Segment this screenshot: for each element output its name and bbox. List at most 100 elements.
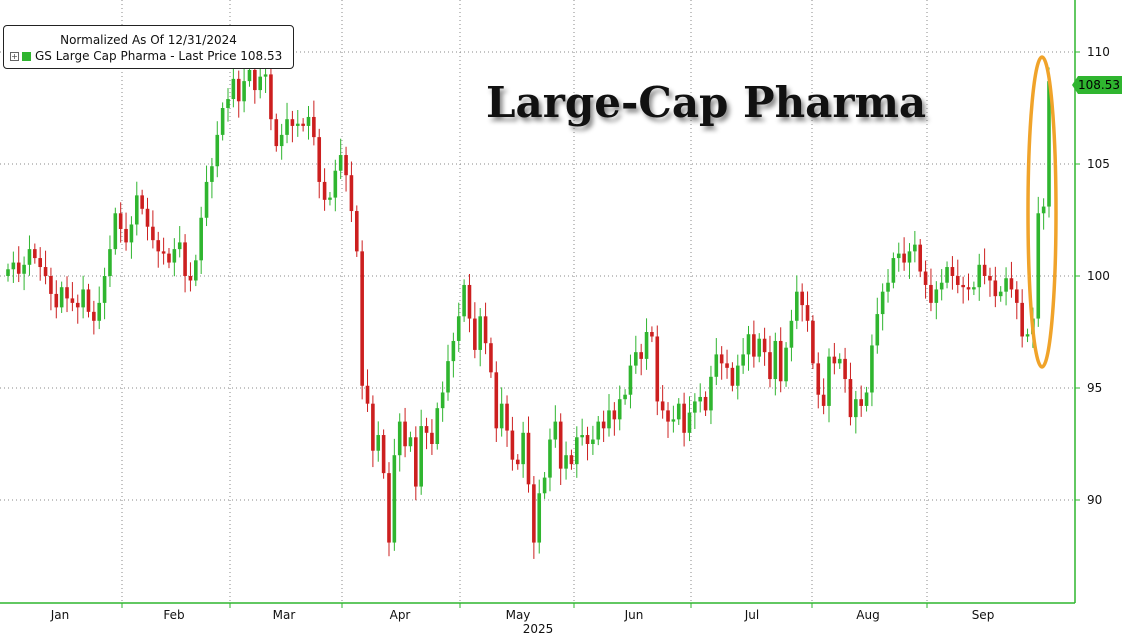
- candle-body: [43, 267, 48, 276]
- highlight-ellipse: [1026, 55, 1058, 369]
- candle-body: [397, 421, 402, 456]
- candle-body: [719, 354, 724, 364]
- y-tick-label: 90: [1087, 493, 1102, 507]
- candle-body: [687, 412, 692, 433]
- candle-body: [634, 352, 638, 366]
- candle-body: [510, 430, 515, 460]
- candle-body: [778, 340, 783, 382]
- candle-body: [821, 394, 826, 406]
- candle-body: [961, 284, 965, 288]
- expand-icon[interactable]: +: [10, 52, 19, 61]
- candle-body: [891, 258, 896, 283]
- candle-body: [247, 69, 252, 82]
- candle-body: [746, 334, 751, 355]
- candle-body: [725, 363, 729, 368]
- candle-body: [596, 421, 601, 440]
- candle-body: [875, 314, 880, 346]
- series-swatch-icon: [22, 52, 31, 61]
- candle-body: [344, 155, 348, 176]
- candle-body: [204, 181, 209, 218]
- candle-body: [306, 116, 311, 126]
- candle-body: [295, 123, 300, 126]
- y-tick-label: 100: [1087, 269, 1110, 283]
- candle-body: [75, 302, 80, 308]
- candle-body: [124, 228, 128, 243]
- x-tick-label: Sep: [972, 608, 995, 622]
- candle-body: [6, 269, 10, 276]
- candle-body: [59, 287, 64, 308]
- candle-body: [65, 287, 69, 299]
- candle-body: [639, 352, 643, 359]
- candle-body: [194, 260, 198, 281]
- candle-body: [210, 166, 214, 182]
- candle-body: [709, 376, 713, 411]
- candle-body: [607, 410, 611, 429]
- candle-body: [118, 213, 123, 229]
- candle-body: [682, 403, 686, 433]
- candle-body: [408, 437, 413, 447]
- candle-body: [505, 403, 509, 431]
- candle-body: [784, 347, 788, 382]
- candle-body: [666, 410, 670, 422]
- chart-title: Large-Cap Pharma: [486, 78, 927, 127]
- candle-body: [1025, 334, 1030, 337]
- candle-body: [955, 276, 960, 285]
- candle-body: [312, 116, 316, 138]
- candle-body: [966, 287, 971, 290]
- candle-body: [585, 435, 590, 444]
- candle-body: [177, 242, 182, 250]
- candle-body: [403, 421, 407, 447]
- candle-body: [414, 437, 418, 487]
- candle-body: [462, 284, 466, 317]
- candle-body: [33, 249, 37, 259]
- candle-body: [993, 280, 998, 297]
- candle-body: [1036, 213, 1041, 319]
- candle-body: [145, 208, 150, 227]
- candle-body: [794, 291, 799, 321]
- legend-header: Normalized As Of 12/31/2024: [60, 33, 237, 47]
- candle-body: [360, 251, 364, 386]
- x-tick-label: Feb: [163, 608, 184, 622]
- candle-body: [451, 340, 456, 362]
- candle-body: [923, 271, 928, 285]
- candle-body: [226, 99, 230, 108]
- candle-body: [628, 365, 633, 395]
- candle-body: [263, 74, 268, 77]
- candle-body: [591, 439, 595, 444]
- candle-body: [253, 69, 257, 91]
- candle-body: [526, 432, 531, 485]
- candle-body: [328, 197, 332, 200]
- candle-body: [515, 459, 520, 465]
- candle-body: [854, 399, 858, 418]
- x-tick-label: May: [506, 608, 531, 622]
- candle-body: [1009, 278, 1014, 290]
- candle-body: [1015, 289, 1019, 303]
- candle-body: [156, 240, 161, 252]
- candle-body: [977, 264, 982, 288]
- candle-body: [70, 298, 75, 303]
- candle-body: [880, 291, 885, 315]
- candle-body: [27, 249, 32, 265]
- x-tick-label: Jun: [624, 608, 644, 622]
- candle-body: [269, 74, 273, 120]
- candle-body: [467, 284, 472, 319]
- candle-body: [972, 287, 976, 290]
- candle-body: [762, 338, 767, 353]
- last-price-tag: 108.53: [1072, 76, 1122, 94]
- candle-body: [86, 289, 91, 312]
- x-tick-label: Jan: [50, 608, 70, 622]
- candle-body: [349, 175, 354, 212]
- candle-body: [258, 76, 263, 91]
- candle-body: [301, 123, 305, 126]
- candle-body: [617, 399, 622, 420]
- candle-body: [569, 455, 574, 465]
- candle-body: [1041, 206, 1046, 214]
- x-tick-label: Jul: [744, 608, 759, 622]
- candle-body: [231, 78, 236, 100]
- candle-body: [456, 316, 461, 341]
- candle-body: [548, 439, 552, 478]
- candle-body: [698, 396, 703, 402]
- candle-body: [676, 403, 681, 420]
- x-tick-label: Mar: [273, 608, 296, 622]
